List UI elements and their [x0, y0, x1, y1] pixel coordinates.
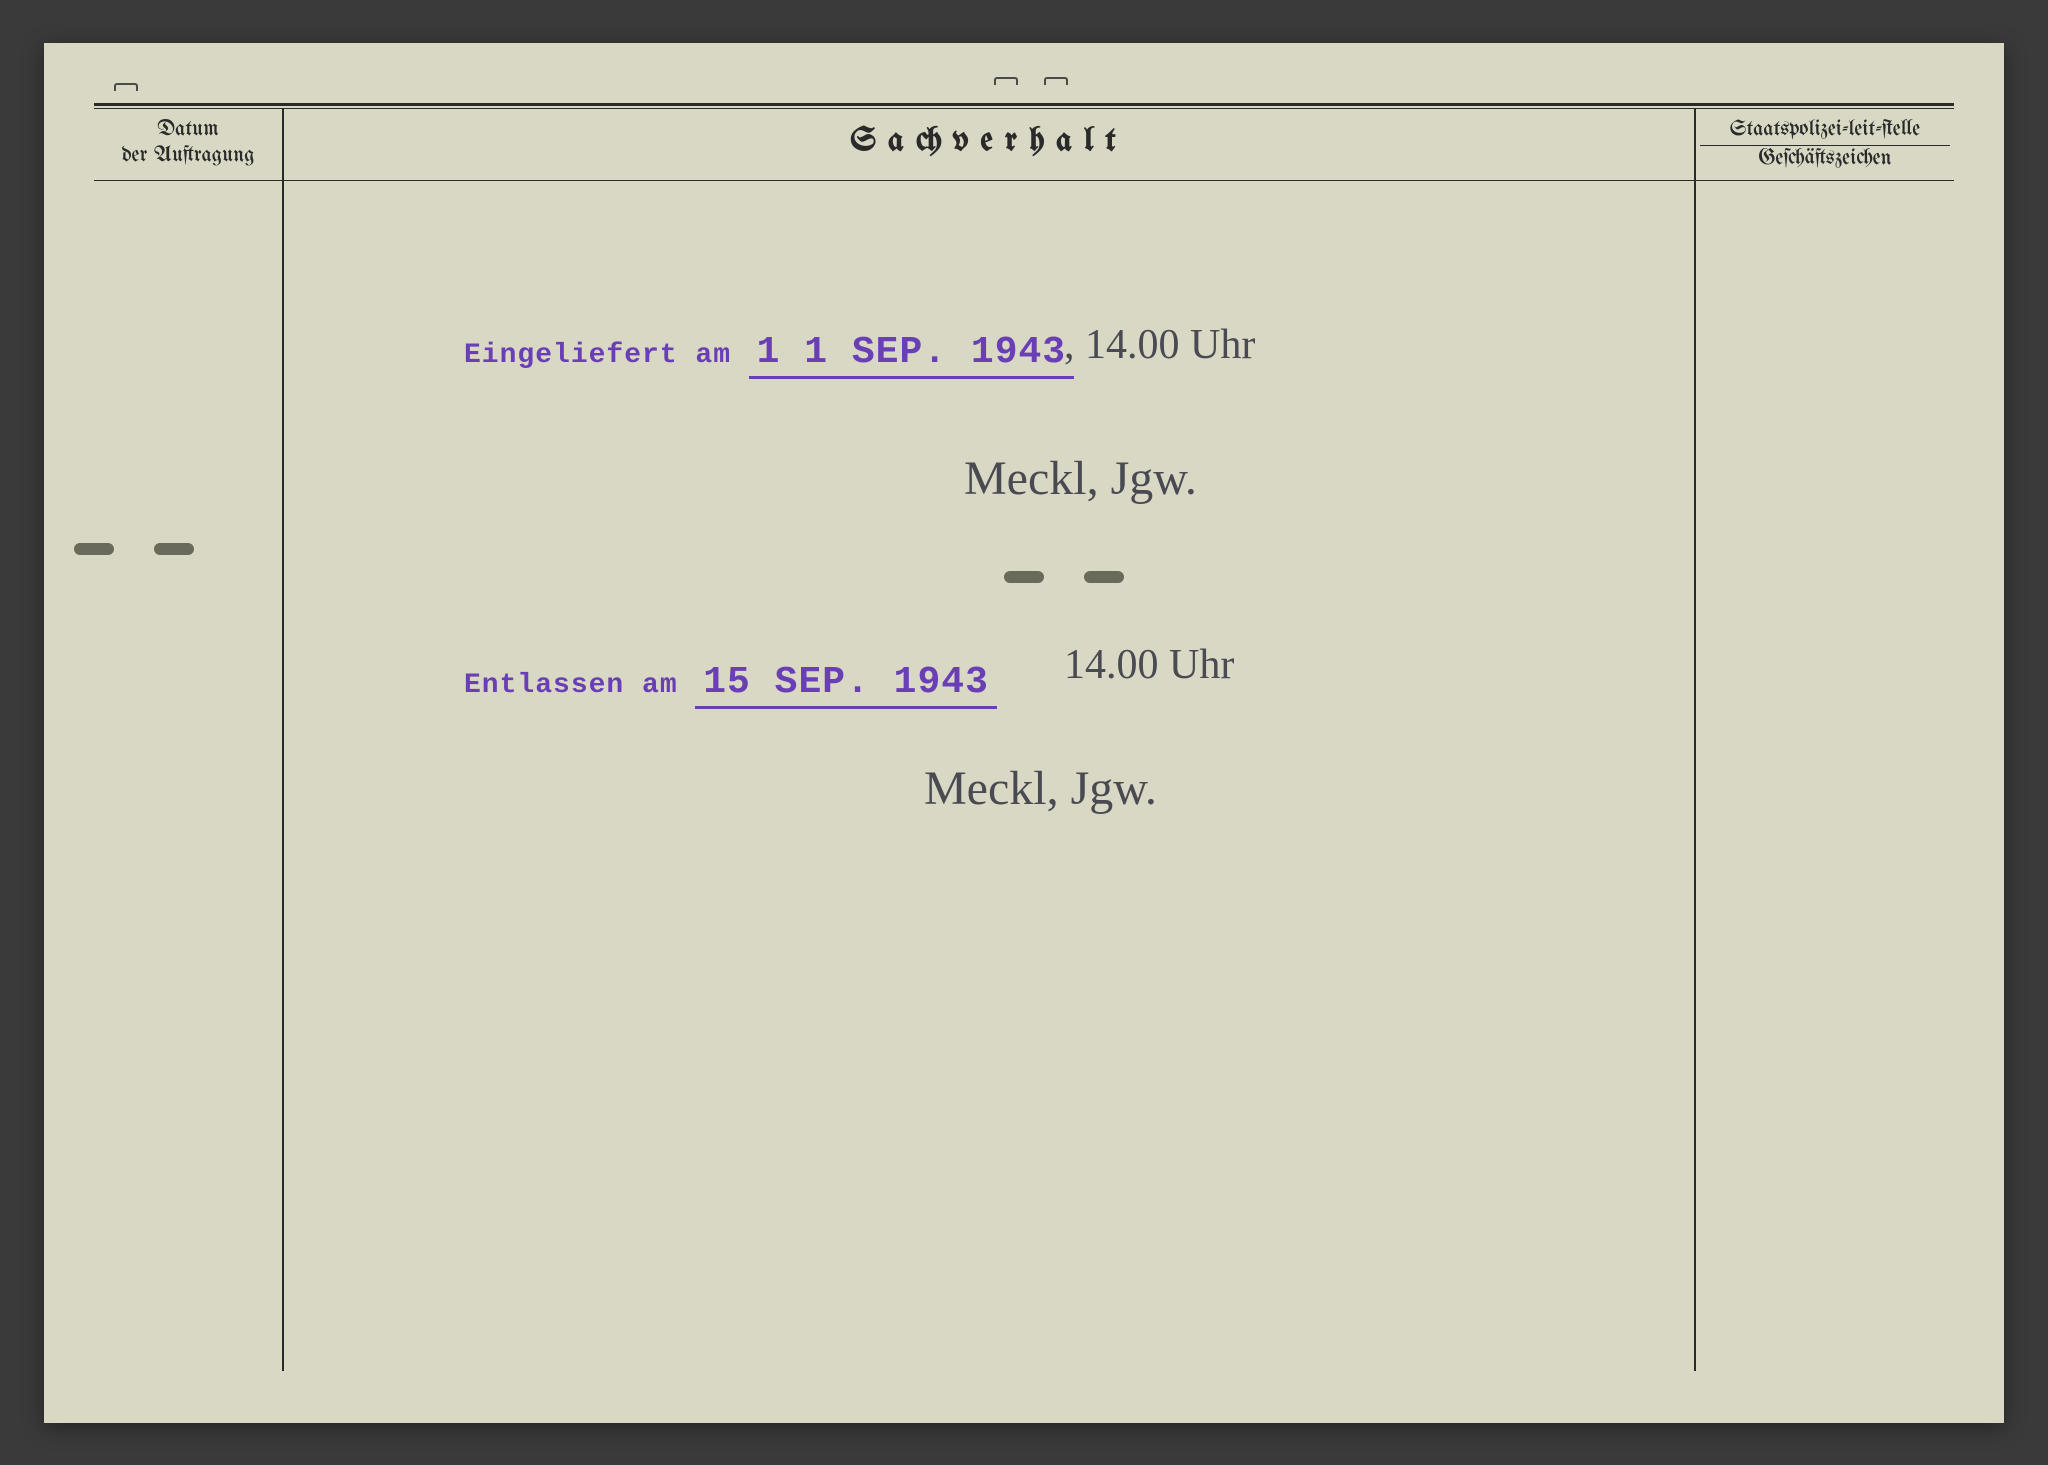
entry-1-time: , 14.00 Uhr: [1064, 321, 1255, 369]
header-right-line2: Geſchäftszeichen: [1700, 146, 1950, 172]
entry-2-stamp: Entlassen am 15 SEP. 1943: [464, 661, 997, 709]
punch-mark-mid-2: [1084, 571, 1124, 583]
punch-mark-mid-1: [1004, 571, 1044, 583]
table-header: Datum der Auftragung Sachverhalt Staatsp…: [94, 109, 1954, 182]
staple-top-left: [114, 83, 138, 91]
header-col-sachverhalt: Sachverhalt: [284, 109, 1694, 181]
entry-2-signature: Meckl, Jgw.: [924, 761, 1157, 816]
punch-mark-left-2: [154, 543, 194, 555]
entry-1-stamp: Eingeliefert am 1 1 SEP. 1943: [464, 331, 1074, 379]
entry-1-signature: Meckl, Jgw.: [964, 451, 1197, 506]
table-body: Eingeliefert am 1 1 SEP. 1943 , 14.00 Uh…: [94, 181, 1954, 1371]
header-col-staatspolizei: Staatspolizei-leit-ſtelle Geſchäftszeich…: [1694, 109, 1954, 181]
entry-1-date: 1 1 SEP. 1943: [749, 331, 1074, 379]
header-datum-line2: der Auftragung: [98, 143, 278, 169]
body-col-left: [94, 181, 284, 1371]
content-area: Datum der Auftragung Sachverhalt Staatsp…: [94, 103, 1954, 1383]
header-col-datum: Datum der Auftragung: [94, 109, 284, 181]
entry-1-label: Eingeliefert am: [464, 340, 731, 371]
header-right-line1: Staatspolizei-leit-ſtelle: [1700, 117, 1950, 146]
punch-mark-left-1: [74, 543, 114, 555]
header-datum-line1: Datum: [98, 117, 278, 143]
staple-top-mid1: [994, 77, 1018, 85]
body-col-right: [1694, 181, 1954, 1371]
entry-2-time: 14.00 Uhr: [1064, 641, 1234, 689]
entry-2-label: Entlassen am: [464, 670, 678, 701]
entry-2-date: 15 SEP. 1943: [695, 661, 997, 709]
document-paper: Datum der Auftragung Sachverhalt Staatsp…: [44, 43, 2004, 1423]
body-col-mid: Eingeliefert am 1 1 SEP. 1943 , 14.00 Uh…: [284, 181, 1694, 1371]
staple-top-mid2: [1044, 77, 1068, 85]
